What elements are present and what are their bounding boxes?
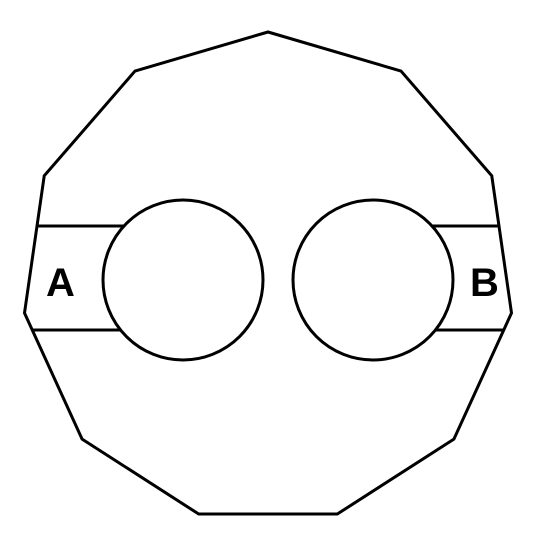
left-circle: [103, 200, 263, 360]
right-circle: [293, 200, 453, 360]
label-a: A: [46, 261, 75, 305]
label-b: B: [470, 261, 499, 305]
outer-polygon: [25, 32, 512, 514]
diagram-canvas: A B: [0, 0, 536, 536]
